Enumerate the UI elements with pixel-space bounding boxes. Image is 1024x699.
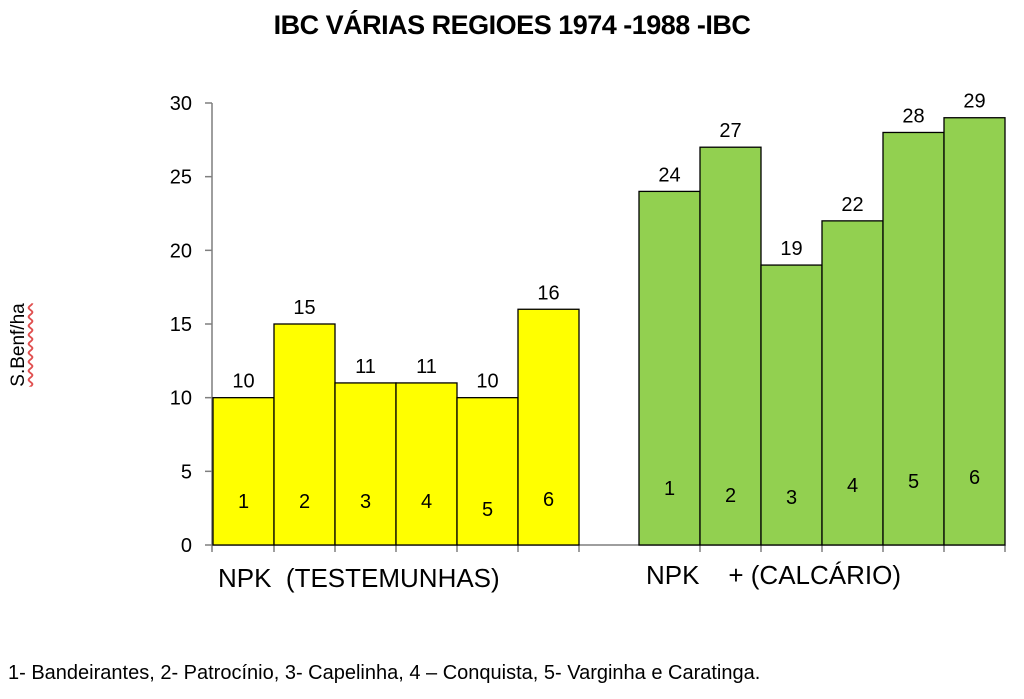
bar <box>517 308 580 546</box>
footnote: 1- Bandeirantes, 2- Patrocínio, 3- Capel… <box>8 662 761 684</box>
y-tick-label: 5 <box>181 461 192 483</box>
group-label-calcario: NPK + (CALCÁRIO) <box>646 560 901 590</box>
bar-value-label: 29 <box>963 91 985 113</box>
bar-category-label: 1 <box>238 491 249 513</box>
bar-value-label: 15 <box>293 297 315 319</box>
bar-category-label: 6 <box>543 489 554 511</box>
y-tick-label: 10 <box>170 388 192 410</box>
bar-value-label: 10 <box>476 371 498 393</box>
bar-value-label: 28 <box>902 105 924 127</box>
y-tick-label: 15 <box>170 314 192 336</box>
bar <box>456 397 519 546</box>
bar <box>638 190 701 546</box>
bar <box>699 146 762 546</box>
bar <box>212 397 275 546</box>
bar-category-label: 3 <box>360 491 371 513</box>
bar-category-label: 4 <box>847 475 858 497</box>
bar-category-label: 6 <box>969 467 980 489</box>
y-tick-label: 25 <box>170 167 192 189</box>
y-tick-label: 20 <box>170 240 192 262</box>
bar-category-label: 5 <box>908 471 919 493</box>
group-label-testemunhas: NPK (TESTEMUNHAS) <box>218 563 500 593</box>
bar-category-label: 1 <box>664 478 675 500</box>
bar-value-label: 16 <box>537 282 559 304</box>
y-tick-label: 30 <box>170 93 192 115</box>
bar-value-label: 22 <box>841 194 863 216</box>
bar-value-label: 11 <box>416 356 437 378</box>
bar-value-label: 11 <box>355 356 376 378</box>
bar-category-label: 5 <box>482 499 493 521</box>
bar-category-label: 2 <box>725 485 736 507</box>
bar-category-label: 4 <box>421 491 432 513</box>
bar-category-label: 2 <box>299 491 310 513</box>
bar-value-label: 19 <box>780 238 802 260</box>
bar-value-label: 27 <box>719 120 741 142</box>
bar-value-label: 24 <box>658 164 680 186</box>
bar <box>882 131 945 546</box>
bar <box>334 382 397 546</box>
bar <box>273 323 336 546</box>
bar <box>395 382 458 546</box>
bar-value-label: 10 <box>232 371 254 393</box>
bar <box>821 220 884 546</box>
chart-title: IBC VÁRIAS REGIOES 1974 -1988 -IBC <box>273 10 751 40</box>
y-tick-label: 0 <box>181 535 192 557</box>
bar-category-label: 3 <box>786 487 797 509</box>
bar <box>943 117 1006 546</box>
